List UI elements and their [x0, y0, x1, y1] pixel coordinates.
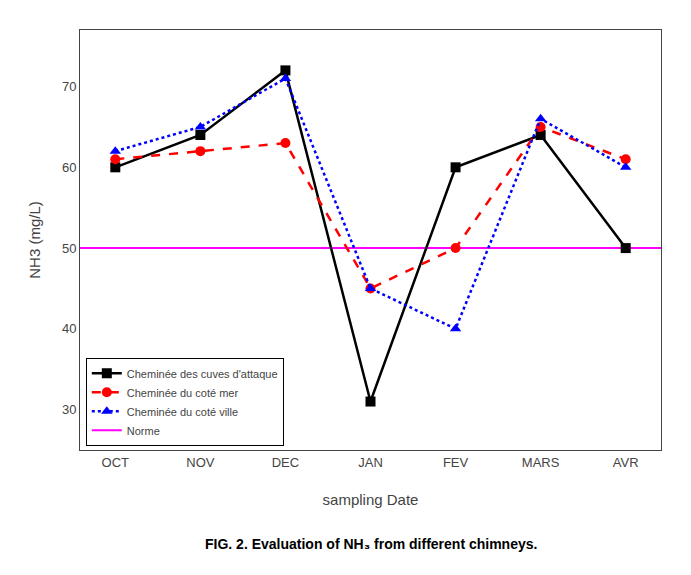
svg-text:Cheminée du coté mer: Cheminée du coté mer: [127, 387, 239, 399]
svg-text:30: 30: [62, 402, 76, 417]
svg-text:Cheminée des cuves d'attaque: Cheminée des cuves d'attaque: [127, 368, 278, 380]
svg-text:Norme: Norme: [127, 425, 160, 437]
svg-text:NH3 (mg/L): NH3 (mg/L): [26, 201, 43, 279]
svg-text:Cheminée du coté ville: Cheminée du coté ville: [127, 406, 238, 418]
svg-text:60: 60: [62, 160, 76, 175]
svg-text:JAN: JAN: [358, 455, 383, 470]
svg-text:DEC: DEC: [272, 455, 299, 470]
svg-text:40: 40: [62, 321, 76, 336]
svg-text:FIG. 2. Evaluation of NH₃ from: FIG. 2. Evaluation of NH₃ from different…: [205, 536, 537, 552]
svg-text:NOV: NOV: [186, 455, 215, 470]
svg-text:AVR: AVR: [613, 455, 639, 470]
svg-text:MARS: MARS: [522, 455, 560, 470]
svg-text:50: 50: [62, 241, 76, 256]
svg-text:FEV: FEV: [443, 455, 469, 470]
svg-text:OCT: OCT: [102, 455, 130, 470]
svg-text:70: 70: [62, 79, 76, 94]
svg-text:sampling Date: sampling Date: [323, 491, 419, 508]
